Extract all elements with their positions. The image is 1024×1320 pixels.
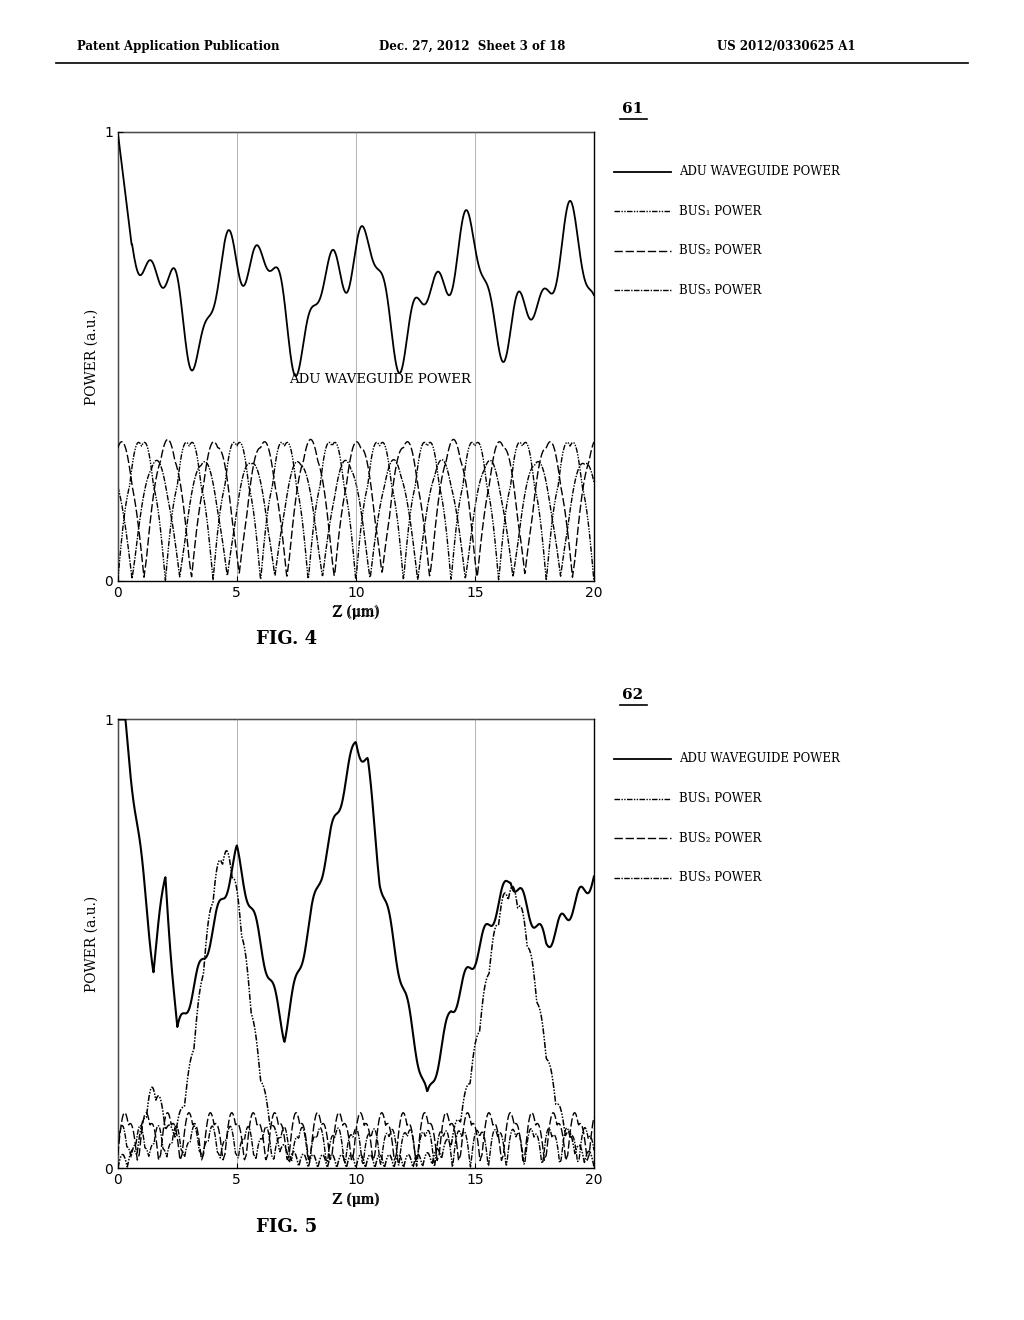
Text: Z (μm): Z (μm) [333, 605, 380, 619]
X-axis label: Z (μm): Z (μm) [333, 605, 379, 619]
Text: FIG. 5: FIG. 5 [256, 1217, 317, 1236]
Text: US 2012/0330625 A1: US 2012/0330625 A1 [717, 40, 855, 53]
Text: BUS₃ POWER: BUS₃ POWER [679, 871, 761, 884]
Text: Dec. 27, 2012  Sheet 3 of 18: Dec. 27, 2012 Sheet 3 of 18 [379, 40, 565, 53]
Text: Z (μm): Z (μm) [333, 1192, 380, 1206]
Text: ADU WAVEGUIDE POWER: ADU WAVEGUIDE POWER [679, 165, 840, 178]
Text: FIG. 4: FIG. 4 [256, 630, 317, 648]
Y-axis label: POWER (a.u.): POWER (a.u.) [84, 896, 98, 991]
Text: BUS₁ POWER: BUS₁ POWER [679, 792, 761, 805]
Y-axis label: POWER (a.u.): POWER (a.u.) [84, 309, 98, 404]
Text: 61: 61 [623, 102, 643, 116]
Text: ADU WAVEGUIDE POWER: ADU WAVEGUIDE POWER [679, 752, 840, 766]
Text: BUS₂ POWER: BUS₂ POWER [679, 244, 761, 257]
Text: BUS₁ POWER: BUS₁ POWER [679, 205, 761, 218]
X-axis label: Z (μm): Z (μm) [333, 1192, 379, 1206]
Text: 62: 62 [623, 688, 643, 702]
Text: ADU WAVEGUIDE POWER: ADU WAVEGUIDE POWER [289, 374, 471, 387]
Text: BUS₂ POWER: BUS₂ POWER [679, 832, 761, 845]
Text: BUS₃ POWER: BUS₃ POWER [679, 284, 761, 297]
Text: Patent Application Publication: Patent Application Publication [77, 40, 280, 53]
